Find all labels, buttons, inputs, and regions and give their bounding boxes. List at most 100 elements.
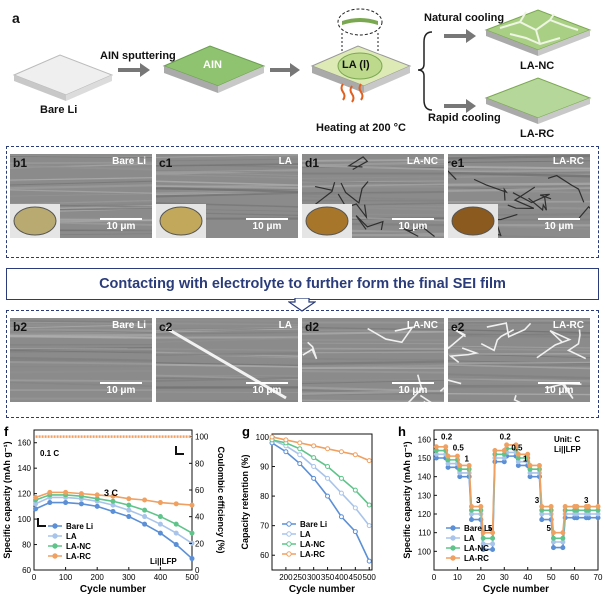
data-point — [501, 448, 507, 454]
y-tick-label: 70 — [260, 522, 269, 531]
arrow-natural — [444, 29, 476, 43]
y-tick-label: 100 — [256, 433, 270, 442]
y-tick-label: 60 — [260, 551, 269, 560]
ain-sputtering-label: AIN sputtering — [100, 50, 176, 62]
panel-letter-h: h — [398, 424, 406, 439]
data-point — [490, 541, 496, 547]
data-point — [480, 541, 486, 547]
right-axis-indicator-icon — [175, 446, 184, 455]
panel-letter-f: f — [4, 424, 9, 439]
data-point — [445, 453, 451, 459]
series-line-la-nc — [271, 439, 370, 506]
rate-label: 0.5 — [511, 444, 523, 453]
data-point — [297, 452, 303, 458]
data-point — [560, 545, 566, 551]
data-point — [311, 455, 317, 461]
data-point — [110, 493, 116, 499]
data-point — [47, 489, 53, 495]
data-point — [157, 514, 163, 520]
left-axis-indicator-icon — [37, 518, 46, 527]
data-point — [126, 507, 132, 513]
data-point — [189, 556, 195, 562]
sem-image-d2: d2 LA-NC 10 μm — [302, 318, 444, 402]
y-tick-label: 80 — [22, 541, 31, 550]
sei-banner-text: Contacting with electrolyte to further f… — [99, 276, 506, 292]
legend-label: LA-NC — [300, 540, 325, 549]
rate-label: 5 — [546, 524, 551, 533]
x-axis-label: Cycle number — [483, 584, 549, 595]
y-tick-label: 160 — [18, 439, 32, 448]
la-rc-label: LA-RC — [520, 128, 555, 140]
data-point — [352, 452, 358, 458]
x-axis-label: Cycle number — [80, 584, 146, 595]
rate-label: 3 — [584, 496, 589, 505]
sem-image-b2: b2 Bare Li 10 μm — [10, 318, 152, 402]
panel-letter-c2: c2 — [159, 320, 173, 334]
legend-label: LA-RC — [464, 554, 489, 563]
x-tick-label: 250 — [293, 573, 307, 582]
sei-banner: Contacting with electrolyte to further f… — [6, 268, 599, 300]
data-point — [142, 497, 148, 503]
data-point — [157, 500, 163, 506]
data-point — [468, 517, 474, 523]
y-tick-label: 80 — [260, 492, 269, 501]
scale-label: 10 μm — [544, 385, 574, 396]
data-point — [297, 446, 303, 452]
y-tick-label: 100 — [418, 547, 432, 556]
x-tick-label: 50 — [547, 573, 556, 582]
y-tick-label: 100 — [18, 515, 32, 524]
y-axis-label: Specific capacity (mAh g⁻¹) — [402, 441, 412, 558]
data-point — [325, 493, 331, 499]
sem-texture — [302, 156, 444, 238]
y-tick-label: 140 — [18, 464, 32, 473]
legend-marker — [286, 541, 292, 547]
data-point — [311, 443, 317, 449]
scale-bar: 10 μm — [246, 382, 288, 396]
y2-tick-label: 20 — [195, 539, 204, 548]
panel-letter-c1: c1 — [159, 156, 173, 170]
scale-label: 10 μm — [252, 221, 282, 232]
scale-label: 10 μm — [106, 221, 136, 232]
natural-cooling-label: Natural cooling — [424, 12, 505, 24]
sem-texture — [448, 318, 590, 402]
x-tick-label: 100 — [59, 573, 73, 582]
x-tick-label: 300 — [307, 573, 321, 582]
down-arrow-icon — [288, 298, 316, 312]
arrow-1 — [118, 63, 150, 77]
data-point — [110, 508, 116, 514]
data-point — [297, 440, 303, 446]
scale-bar: 10 μm — [100, 218, 142, 232]
data-point — [366, 558, 372, 564]
y-tick-label: 90 — [260, 463, 269, 472]
data-point — [173, 521, 179, 527]
x-tick-label: 0 — [432, 573, 437, 582]
sem-texture — [156, 318, 298, 402]
series-line-la — [271, 439, 370, 527]
rate-label: 0.2 — [500, 432, 512, 441]
legend-label: LA-RC — [300, 550, 325, 559]
x-tick-label: 450 — [349, 573, 363, 582]
data-point — [352, 529, 358, 535]
data-point — [338, 514, 344, 520]
sem-image-e2: e2 LA-RC 10 μm — [448, 318, 590, 402]
sample-label: LA-NC — [406, 156, 438, 167]
rapid-cooling-label: Rapid cooling — [428, 112, 501, 124]
scale-bar: 10 μm — [538, 382, 580, 396]
la-rc-plate — [484, 77, 592, 124]
data-point — [536, 462, 542, 468]
legend-marker — [52, 543, 58, 549]
data-point — [157, 530, 163, 536]
coin-photo — [305, 206, 349, 236]
la-nc-label: LA-NC — [520, 60, 555, 72]
data-point — [126, 496, 132, 502]
data-point — [527, 462, 533, 468]
data-point — [492, 448, 498, 454]
rate-label: 1 — [523, 455, 528, 464]
x-tick-label: 60 — [570, 573, 579, 582]
data-point — [539, 504, 545, 510]
y-tick-label: 150 — [418, 454, 432, 463]
annotation-unit: Unit: C — [554, 435, 580, 444]
scale-bar: 10 μm — [392, 382, 434, 396]
ain-plate — [162, 45, 266, 93]
data-point — [443, 444, 449, 450]
